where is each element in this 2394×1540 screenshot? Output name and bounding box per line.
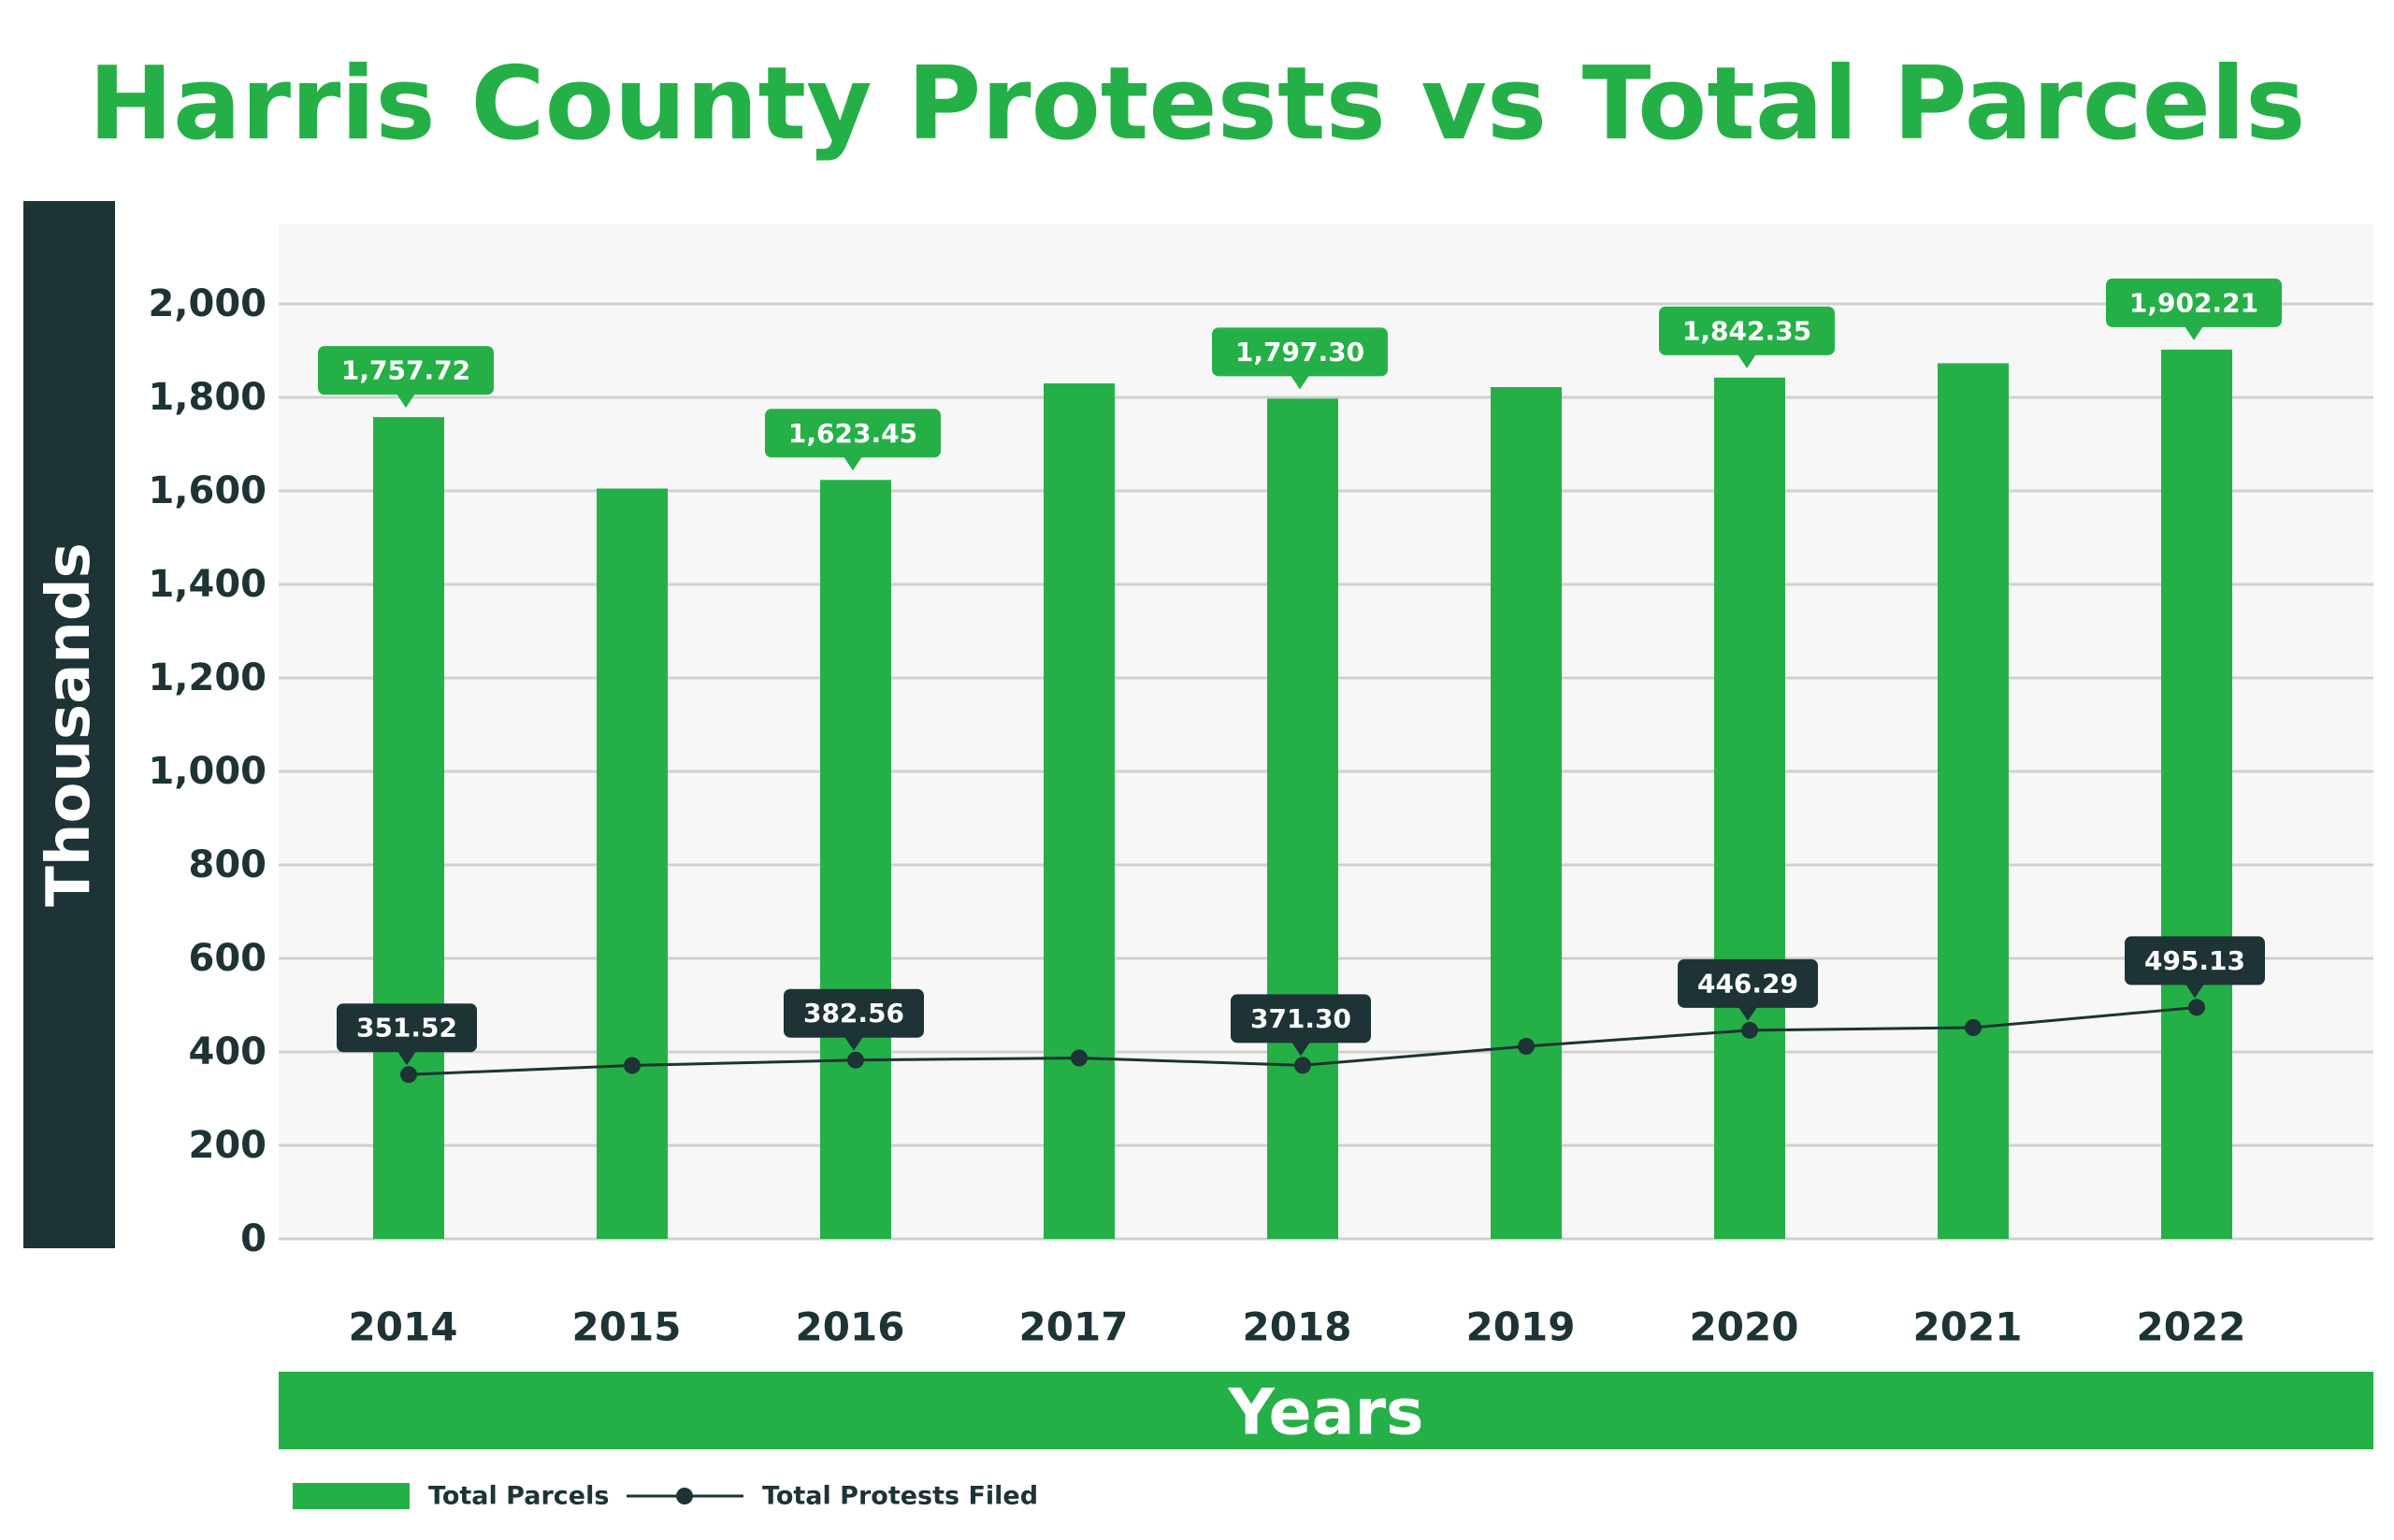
x-tick-label: 2019 bbox=[1466, 1304, 1576, 1350]
data-label-box bbox=[2106, 278, 2282, 327]
data-label-pointer bbox=[1738, 353, 1756, 368]
data-label-box bbox=[1659, 306, 1835, 355]
bar bbox=[373, 417, 444, 1239]
data-label-pointer bbox=[2185, 984, 2204, 999]
data-label: 495.13 bbox=[2125, 936, 2265, 999]
legend-label-line: Total Protests Filed bbox=[762, 1482, 1038, 1511]
data-label-text: 495.13 bbox=[2144, 945, 2245, 976]
data-label-text: 1,757.72 bbox=[341, 355, 470, 386]
x-tick-label: 2014 bbox=[349, 1304, 458, 1350]
legend-swatch-marker bbox=[676, 1488, 693, 1504]
bar bbox=[1044, 383, 1115, 1239]
y-axis-label: Thousands bbox=[35, 542, 104, 907]
line-point bbox=[2188, 999, 2205, 1016]
y-tick-label: 1,200 bbox=[148, 656, 267, 699]
bar bbox=[597, 488, 668, 1239]
x-tick-label: 2015 bbox=[572, 1304, 682, 1350]
data-label-pointer bbox=[844, 1036, 863, 1051]
bar bbox=[1267, 398, 1338, 1240]
bar bbox=[2161, 349, 2232, 1239]
line-series bbox=[400, 999, 2205, 1084]
x-tick-label: 2022 bbox=[2137, 1304, 2246, 1350]
bar bbox=[1491, 387, 1562, 1239]
data-label: 1,797.30 bbox=[1212, 327, 1388, 390]
data-label: 371.30 bbox=[1231, 994, 1371, 1057]
y-tick-label: 1,800 bbox=[148, 376, 267, 419]
y-tick-label: 200 bbox=[189, 1124, 267, 1167]
bar bbox=[1714, 377, 1785, 1239]
data-label-pointer bbox=[2185, 325, 2203, 340]
data-label-pointer bbox=[1291, 375, 1309, 390]
line-point bbox=[1518, 1038, 1535, 1055]
bar bbox=[1938, 363, 2009, 1239]
data-label-box bbox=[2125, 936, 2265, 986]
data-label-box bbox=[765, 409, 941, 458]
legend: Total Parcels Total Protests Filed bbox=[293, 1482, 1038, 1511]
y-tick-label: 600 bbox=[189, 937, 267, 980]
x-axis-ticks: 2014 2015 2016 2017 2018 2019 2020 2021 2022 bbox=[349, 1304, 2246, 1350]
y-axis-ticks: 0 200 400 600 800 1,000 1,200 1,400 1,600 1,800 2,… bbox=[148, 282, 267, 1260]
data-label: 1,842.35 bbox=[1659, 306, 1835, 368]
data-label: 1,757.72 bbox=[318, 346, 494, 409]
x-tick-label: 2017 bbox=[1019, 1304, 1129, 1350]
data-label-pointer bbox=[844, 456, 862, 471]
y-tick-label: 0 bbox=[240, 1217, 267, 1260]
data-label: 382.56 bbox=[784, 988, 924, 1051]
y-tick-label: 400 bbox=[189, 1030, 267, 1073]
data-label-text: 1,902.21 bbox=[2129, 287, 2258, 318]
y-axis-label-band bbox=[23, 201, 115, 1248]
y-tick-label: 800 bbox=[189, 843, 267, 886]
legend-label-bar: Total Parcels bbox=[428, 1482, 609, 1511]
data-label: 1,623.45 bbox=[765, 409, 941, 471]
line-point bbox=[624, 1057, 641, 1074]
data-label-text: 382.56 bbox=[803, 998, 904, 1029]
data-label-box bbox=[1212, 327, 1388, 377]
data-label-text: 351.52 bbox=[356, 1013, 457, 1043]
legend-swatch-bar bbox=[293, 1483, 410, 1509]
bar-series bbox=[373, 349, 2232, 1240]
data-label-pointer bbox=[397, 394, 415, 409]
data-label-box bbox=[337, 1003, 477, 1053]
line-point bbox=[1294, 1057, 1311, 1074]
data-label-box bbox=[784, 988, 924, 1038]
data-label-box bbox=[1231, 994, 1371, 1043]
line-point bbox=[847, 1051, 864, 1069]
y-tick-label: 1,600 bbox=[148, 469, 267, 512]
x-axis-label-band bbox=[279, 1372, 2373, 1449]
data-label: 351.52 bbox=[337, 1003, 477, 1066]
x-tick-label: 2020 bbox=[1690, 1304, 1799, 1350]
data-label-pointer bbox=[397, 1051, 416, 1066]
y-tick-label: 2,000 bbox=[148, 282, 267, 325]
data-label-box bbox=[1678, 958, 1818, 1008]
data-label: 446.29 bbox=[1678, 958, 1818, 1021]
chart-title: Harris County Protests vs Total Parcels bbox=[89, 46, 2306, 163]
line-point bbox=[1965, 1019, 1982, 1036]
line-point bbox=[1741, 1021, 1758, 1039]
x-axis-label: Years bbox=[1227, 1376, 1423, 1450]
x-tick-label: 2018 bbox=[1243, 1304, 1352, 1350]
x-tick-label: 2021 bbox=[1913, 1304, 2023, 1350]
data-label-text: 1,797.30 bbox=[1235, 337, 1364, 367]
data-label: 1,902.21 bbox=[2106, 278, 2282, 340]
data-label-pointer bbox=[1291, 1042, 1310, 1057]
data-label-box bbox=[318, 346, 494, 396]
line-point bbox=[400, 1066, 417, 1084]
data-label-pointer bbox=[1738, 1006, 1757, 1021]
y-tick-label: 1,000 bbox=[148, 750, 267, 793]
data-label-text: 1,842.35 bbox=[1682, 315, 1811, 346]
data-label-text: 371.30 bbox=[1250, 1003, 1351, 1034]
data-label-text: 1,623.45 bbox=[788, 418, 917, 449]
data-label-text: 446.29 bbox=[1697, 968, 1798, 999]
y-tick-label: 1,400 bbox=[148, 563, 267, 606]
data-labels: 1,757.72 1,623.45 1,797.30 1,842.35 1,902.21… bbox=[318, 278, 2282, 1066]
bar bbox=[820, 480, 891, 1239]
line-point bbox=[1071, 1049, 1088, 1067]
x-tick-label: 2016 bbox=[796, 1304, 905, 1350]
